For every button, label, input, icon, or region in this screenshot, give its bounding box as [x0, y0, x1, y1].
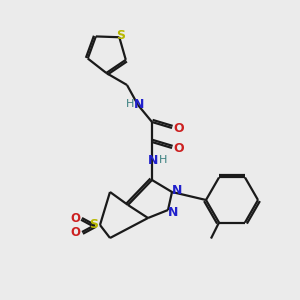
Text: O: O	[70, 226, 80, 238]
Text: N: N	[172, 184, 182, 197]
Text: N: N	[168, 206, 178, 218]
Text: S: S	[89, 218, 98, 232]
Text: N: N	[134, 98, 144, 110]
Text: S: S	[116, 29, 125, 42]
Text: O: O	[70, 212, 80, 224]
Text: O: O	[174, 122, 184, 134]
Text: N: N	[148, 154, 158, 166]
Text: H: H	[126, 99, 134, 109]
Text: O: O	[174, 142, 184, 154]
Text: H: H	[159, 155, 167, 165]
